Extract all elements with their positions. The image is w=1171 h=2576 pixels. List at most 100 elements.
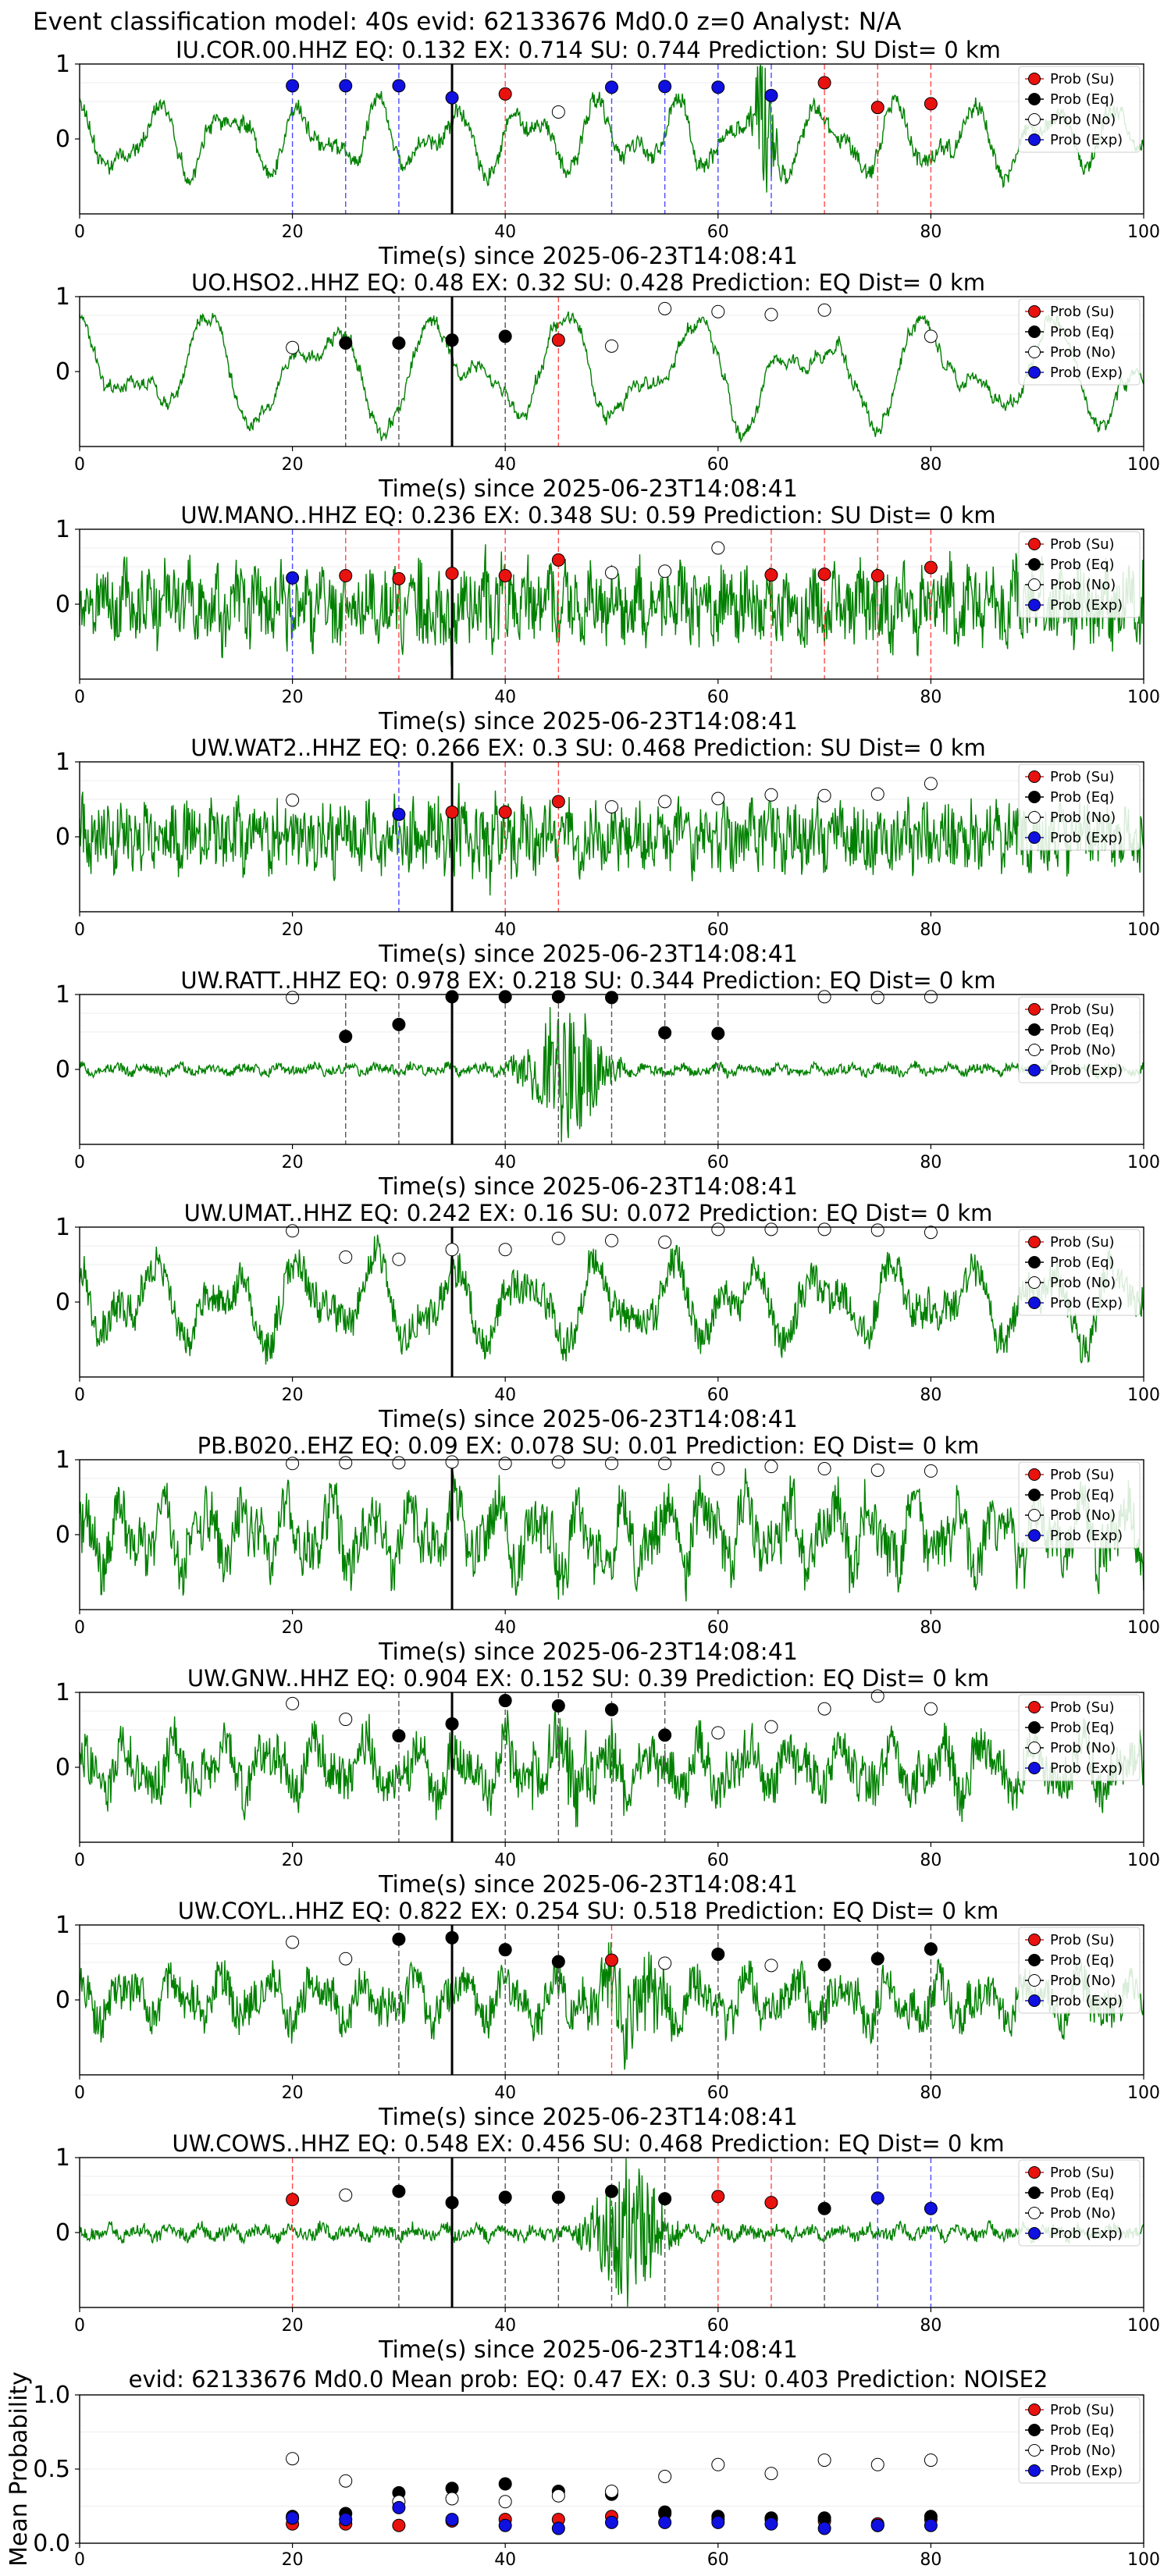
panel-title: PB.B020..EHZ EQ: 0.09 EX: 0.078 SU: 0.01… xyxy=(198,1432,980,1459)
legend-marker-no xyxy=(1028,2444,1041,2457)
prob-point-eq xyxy=(445,1930,459,1944)
prob-point-no xyxy=(339,1250,353,1264)
panel-title: UW.RATT..HHZ EQ: 0.978 EX: 0.218 SU: 0.3… xyxy=(180,967,995,994)
prob-point-eq xyxy=(445,990,459,1004)
legend-marker-eq xyxy=(1028,1256,1041,1268)
x-tick-label: 40 xyxy=(494,2083,516,2103)
legend-frame xyxy=(1018,298,1141,386)
station-panel-3: UW.MANO..HHZ EQ: 0.236 EX: 0.348 SU: 0.5… xyxy=(55,502,1160,735)
prob-point-eq xyxy=(445,2196,459,2210)
x-tick-label: 40 xyxy=(494,222,516,242)
x-tick-label: 80 xyxy=(920,688,941,707)
y-tick-label: 1 xyxy=(55,1446,70,1474)
x-tick-label: 40 xyxy=(494,1618,516,1638)
legend-label-eq: Prob (Eq) xyxy=(1050,2185,1115,2201)
prob-point-no xyxy=(605,800,618,814)
summary-title: evid: 62133676 Md0.0 Mean prob: EQ: 0.47… xyxy=(129,2366,1048,2393)
y-tick-label: 1 xyxy=(55,516,70,543)
x-tick-label: 20 xyxy=(282,920,304,940)
prob-point-no xyxy=(498,1457,512,1471)
legend-marker-su xyxy=(1028,2166,1041,2179)
prob-point-su xyxy=(551,333,565,347)
legend-label-eq: Prob (Eq) xyxy=(1050,557,1115,573)
legend-label-no: Prob (No) xyxy=(1050,1042,1116,1059)
x-tick-label: 60 xyxy=(707,1618,729,1638)
legend-label-eq: Prob (Eq) xyxy=(1050,1487,1115,1503)
legend-label-exp: Prob (Exp) xyxy=(1050,2463,1123,2479)
prob-point-no xyxy=(605,566,618,580)
x-tick-label: 60 xyxy=(707,455,729,475)
legend-marker-su xyxy=(1028,1236,1041,1248)
legend-marker-exp xyxy=(1028,1297,1041,1309)
legend-marker-su xyxy=(1028,538,1041,550)
prob-point-su xyxy=(445,805,459,819)
mean-point-su xyxy=(392,2518,406,2532)
y-tick-label: 1 xyxy=(55,1679,70,1706)
x-tick-label: 60 xyxy=(707,920,729,940)
legend-label-su: Prob (Su) xyxy=(1050,536,1115,553)
prob-point-no xyxy=(924,329,938,343)
y-tick-label: 0.0 xyxy=(33,2530,70,2557)
prob-point-no xyxy=(764,788,778,802)
y-tick-label: 0 xyxy=(55,1987,70,2014)
prob-point-exp xyxy=(764,88,778,102)
mean-point-no xyxy=(658,2470,672,2483)
station-panel-9: UW.COYL..HHZ EQ: 0.822 EX: 0.254 SU: 0.5… xyxy=(55,1898,1160,2131)
x-tick-label: 20 xyxy=(282,1386,304,1405)
prob-point-no xyxy=(924,990,938,1004)
station-panel-4: UW.WAT2..HHZ EQ: 0.266 EX: 0.3 SU: 0.468… xyxy=(55,735,1160,968)
legend-marker-no xyxy=(1028,1974,1041,1987)
prob-point-eq xyxy=(711,1947,725,1961)
prob-point-su xyxy=(445,567,459,581)
prob-point-no xyxy=(339,1952,353,1966)
prob-point-no xyxy=(658,795,672,809)
legend-label-su: Prob (Su) xyxy=(1050,71,1115,87)
y-axis-label: Mean Probability xyxy=(5,2371,33,2567)
legend-label-eq: Prob (Eq) xyxy=(1050,1952,1115,1969)
prob-point-su xyxy=(711,2190,725,2204)
legend-marker-su xyxy=(1028,1934,1041,1946)
prob-point-no xyxy=(764,1460,778,1474)
legend-marker-no xyxy=(1028,1276,1041,1289)
x-tick-label: 100 xyxy=(1127,920,1160,940)
x-tick-label: 60 xyxy=(707,1851,729,1870)
legend-marker-eq xyxy=(1028,2186,1041,2199)
legend-marker-eq xyxy=(1028,1721,1041,1734)
waveform-trace xyxy=(79,311,1144,443)
x-tick-label: 100 xyxy=(1127,455,1160,475)
x-tick-label: 80 xyxy=(920,1386,941,1405)
prob-point-su xyxy=(551,553,565,567)
x-tick-label: 80 xyxy=(920,1618,941,1638)
prob-point-no xyxy=(445,1455,459,1469)
prob-point-eq xyxy=(924,1942,938,1956)
station-panel-2: UO.HSO2..HHZ EQ: 0.48 EX: 0.32 SU: 0.428… xyxy=(55,269,1160,503)
y-tick-label: 0 xyxy=(55,2219,70,2247)
x-axis-label: Time(s) since 2025-06-23T14:08:41 xyxy=(378,2104,798,2131)
x-tick-label: 0 xyxy=(74,1851,85,1870)
prob-point-no xyxy=(817,1222,831,1236)
prob-point-eq xyxy=(392,336,406,350)
mean-point-exp xyxy=(870,2518,884,2532)
prob-point-exp xyxy=(658,80,672,94)
legend-label-eq: Prob (Eq) xyxy=(1050,1022,1115,1038)
y-tick-label: 1 xyxy=(55,749,70,776)
waveform-trace xyxy=(79,64,1144,193)
prob-point-no xyxy=(551,1455,565,1469)
x-axis-label: Time(s) since 2025-06-23T14:08:41 xyxy=(378,1173,798,1201)
legend-marker-exp xyxy=(1028,599,1041,611)
prob-point-su xyxy=(392,571,406,585)
legend-label-eq: Prob (Eq) xyxy=(1050,1720,1115,1736)
legend-marker-su xyxy=(1028,770,1041,783)
mean-point-no xyxy=(498,2495,512,2509)
prob-point-su xyxy=(764,568,778,582)
legend-frame xyxy=(1018,66,1141,153)
prob-point-eq xyxy=(498,990,512,1004)
prob-point-su xyxy=(924,97,938,111)
x-tick-label: 80 xyxy=(920,455,941,475)
legend-frame xyxy=(1018,996,1141,1083)
mean-probability-panel: evid: 62133676 Md0.0 Mean prob: EQ: 0.47… xyxy=(5,2366,1160,2570)
prob-point-no xyxy=(817,303,831,317)
legend-label-eq: Prob (Eq) xyxy=(1050,789,1115,806)
x-tick-label: 60 xyxy=(707,1153,729,1172)
waveform-trace xyxy=(79,544,1144,667)
